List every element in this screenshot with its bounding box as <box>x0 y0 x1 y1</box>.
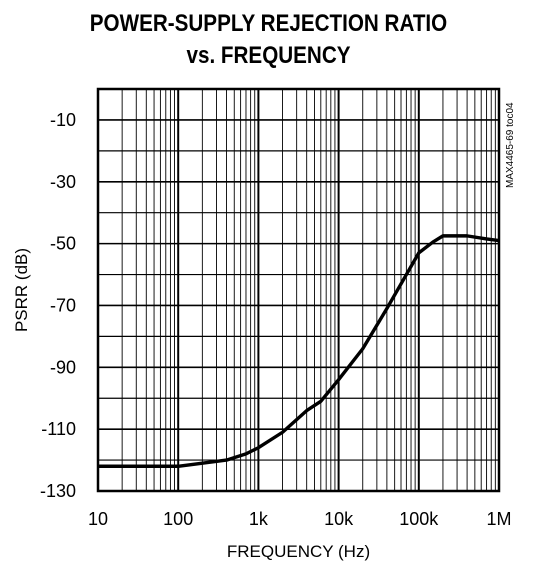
x-tick-label: 1M <box>486 509 511 529</box>
x-tick-label: 100k <box>399 509 439 529</box>
psrr-curve <box>98 234 500 468</box>
y-tick-label: -50 <box>50 234 76 254</box>
x-tick-label: 10k <box>324 509 354 529</box>
chart-title-line1: POWER-SUPPLY REJECTION RATIO <box>89 10 448 37</box>
y-tick-label: -70 <box>50 295 76 315</box>
x-tick-labels: 10 100 1k 10k 100k 1M <box>88 509 512 529</box>
grid-minor <box>98 89 499 491</box>
y-tick-label: -90 <box>50 357 76 377</box>
y-tick-label: -110 <box>41 419 76 439</box>
y-tick-label: -130 <box>40 481 76 501</box>
figure-code-label: MAX4465-69 toc04 <box>505 102 516 188</box>
x-tick-label: 100 <box>163 509 193 529</box>
x-tick-label: 10 <box>88 509 108 529</box>
grid-major <box>98 89 499 491</box>
plot-frame <box>96 87 501 493</box>
y-tick-labels: -10 -30 -50 -70 -90 -110 -130 <box>40 110 76 501</box>
x-axis-label: FREQUENCY (Hz) <box>227 542 370 561</box>
y-tick-label: -10 <box>50 110 76 130</box>
series-layer <box>98 234 500 468</box>
y-tick-label: -30 <box>50 172 76 192</box>
y-axis-label: PSRR (dB) <box>12 248 31 332</box>
chart-title-line2: vs. FREQUENCY <box>186 42 351 69</box>
x-tick-label: 1k <box>249 509 269 529</box>
